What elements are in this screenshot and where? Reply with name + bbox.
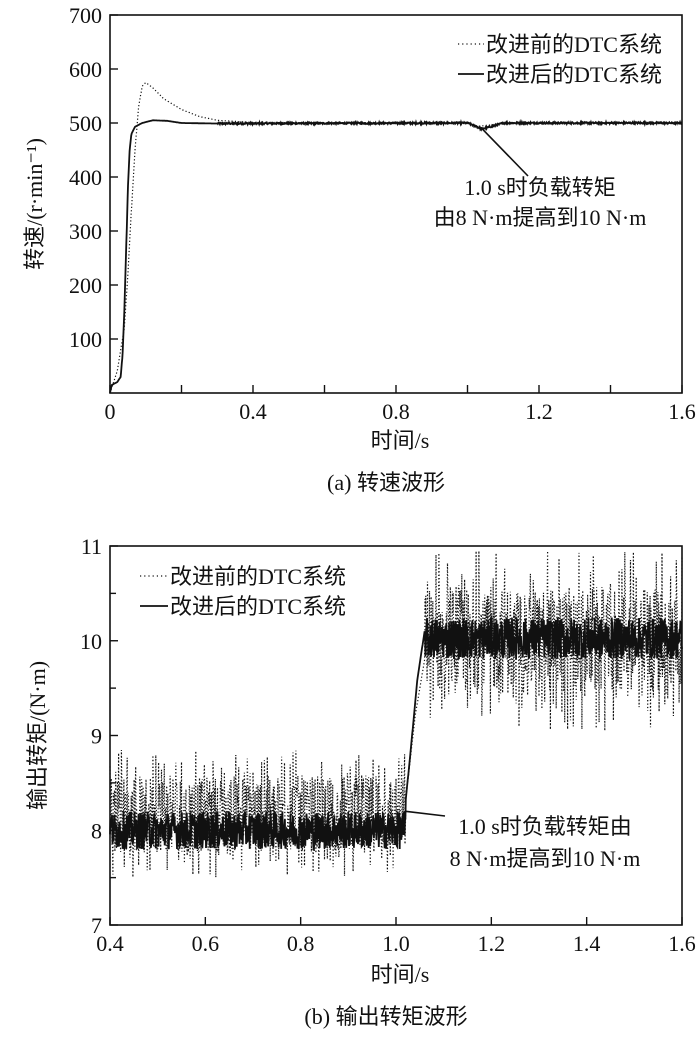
legend-label-before: 改进前的DTC系统 bbox=[486, 32, 662, 57]
y-tick-label: 11 bbox=[81, 534, 102, 559]
x-tick-label: 1.2 bbox=[525, 399, 553, 424]
y-tick-label: 500 bbox=[69, 111, 102, 136]
x-tick-label: 0.8 bbox=[382, 399, 410, 424]
y-tick-label: 700 bbox=[69, 3, 102, 28]
torque-chart: 0.4 0.6 0.8 1.0 1.2 1.4 1.6 7 8 9 10 11 时间/s 输出转矩/(N·… bbox=[25, 534, 696, 1029]
series-line-before bbox=[109, 550, 683, 878]
y-tick-label: 200 bbox=[69, 273, 102, 298]
y-tick-label: 300 bbox=[69, 219, 102, 244]
y-axis-label: 输出转矩/(N·m) bbox=[25, 661, 50, 810]
annotation-text: 1.0 s时负载转矩由 bbox=[458, 814, 632, 839]
legend-label-after: 改进后的DTC系统 bbox=[486, 62, 662, 87]
x-tick-label: 0.6 bbox=[192, 931, 220, 956]
x-axis-label: 时间/s bbox=[371, 428, 430, 453]
series-line-before bbox=[109, 82, 682, 394]
y-tick-label: 100 bbox=[69, 327, 102, 352]
x-tick-label: 1.4 bbox=[573, 931, 601, 956]
y-tick-label: 10 bbox=[80, 629, 102, 654]
y-tick-label: 400 bbox=[69, 165, 102, 190]
x-tick-label: 1.0 bbox=[382, 931, 410, 956]
y-tick-label: 8 bbox=[91, 818, 102, 843]
figure-caption: (a) 转速波形 bbox=[327, 470, 445, 495]
annotation-leader-line bbox=[405, 810, 446, 817]
legend-label-after: 改进后的DTC系统 bbox=[170, 594, 346, 619]
series-line-after bbox=[109, 118, 683, 394]
annotation-text: 1.0 s时负载转矩 bbox=[464, 175, 616, 200]
x-tick-label: 1.6 bbox=[668, 399, 696, 424]
x-tick-label: 0.4 bbox=[239, 399, 267, 424]
annotation-text: 8 N·m提高到10 N·m bbox=[450, 846, 641, 871]
y-tick-label: 9 bbox=[91, 724, 102, 749]
x-tick-label: 1.2 bbox=[478, 931, 506, 956]
x-tick-label: 1.6 bbox=[668, 931, 696, 956]
y-axis-label: 转速/(r·min⁻¹) bbox=[22, 138, 47, 270]
annotation-leader-line bbox=[481, 127, 529, 177]
figure-caption: (b) 输出转矩波形 bbox=[304, 1004, 467, 1029]
x-tick-label: 0.4 bbox=[96, 931, 124, 956]
y-tick-label: 600 bbox=[69, 57, 102, 82]
annotation-text: 由8 N·m提高到10 N·m bbox=[434, 205, 647, 230]
speed-chart: 0 0.4 0.8 1.2 1.6 100 200 300 400 500 600 700 时间/s 转速… bbox=[22, 3, 696, 495]
legend-label-before: 改进前的DTC系统 bbox=[170, 564, 346, 589]
x-axis-label: 时间/s bbox=[371, 962, 430, 987]
y-tick-label: 7 bbox=[91, 913, 102, 938]
series-line-after bbox=[109, 615, 683, 851]
x-tick-label: 0.8 bbox=[287, 931, 315, 956]
x-tick-label: 0 bbox=[105, 399, 116, 424]
